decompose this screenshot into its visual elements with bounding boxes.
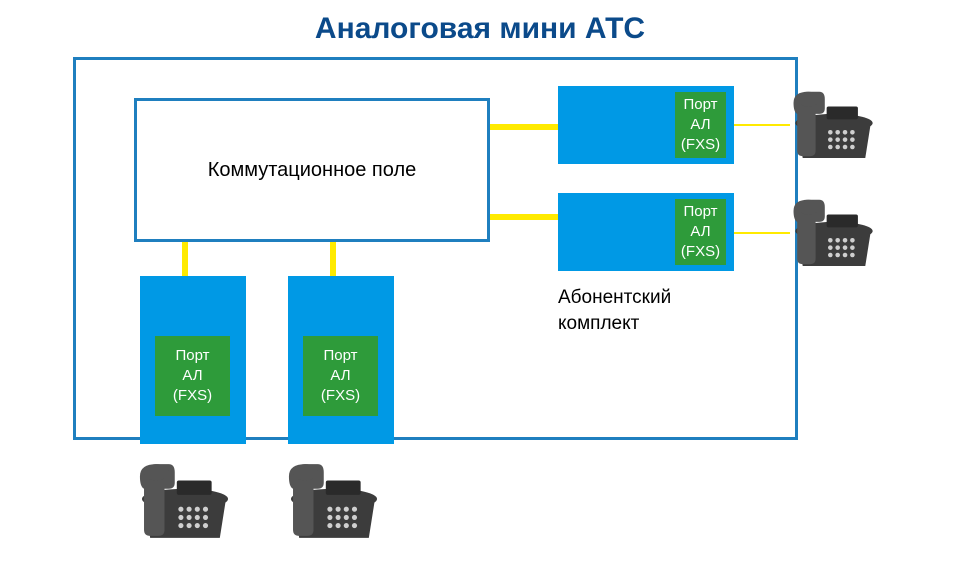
phone-icon xyxy=(133,458,237,542)
connector-line xyxy=(182,242,188,276)
telephone-device xyxy=(788,86,880,162)
connector-line xyxy=(330,242,336,276)
switching-field-label: Коммутационное поле xyxy=(208,159,417,182)
phone-icon xyxy=(282,458,386,542)
switching-field: Коммутационное поле xyxy=(134,98,490,242)
port-label: ПортАЛ(FXS) xyxy=(681,202,720,263)
connector-line xyxy=(734,232,790,234)
port-fxs-box: ПортАЛ(FXS) xyxy=(675,199,726,265)
port-label: ПортАЛ(FXS) xyxy=(321,346,360,407)
subscriber-set-label: Абонентский комплект xyxy=(558,285,671,336)
phone-icon xyxy=(788,86,880,162)
port-label: ПортАЛ(FXS) xyxy=(173,346,212,407)
phone-icon xyxy=(788,194,880,270)
connector-line xyxy=(490,124,558,130)
telephone-device xyxy=(282,458,386,542)
port-label: ПортАЛ(FXS) xyxy=(681,95,720,156)
telephone-device xyxy=(788,194,880,270)
subscriber-set-label-line2: комплект xyxy=(558,313,639,334)
connector-line xyxy=(734,124,790,126)
diagram-title: Аналоговая мини АТС xyxy=(0,12,960,46)
port-fxs-box: ПортАЛ(FXS) xyxy=(155,336,230,416)
connector-line xyxy=(490,214,558,220)
subscriber-set-label-line1: Абонентский xyxy=(558,287,671,308)
port-fxs-box: ПортАЛ(FXS) xyxy=(675,92,726,158)
port-fxs-box: ПортАЛ(FXS) xyxy=(303,336,378,416)
telephone-device xyxy=(133,458,237,542)
